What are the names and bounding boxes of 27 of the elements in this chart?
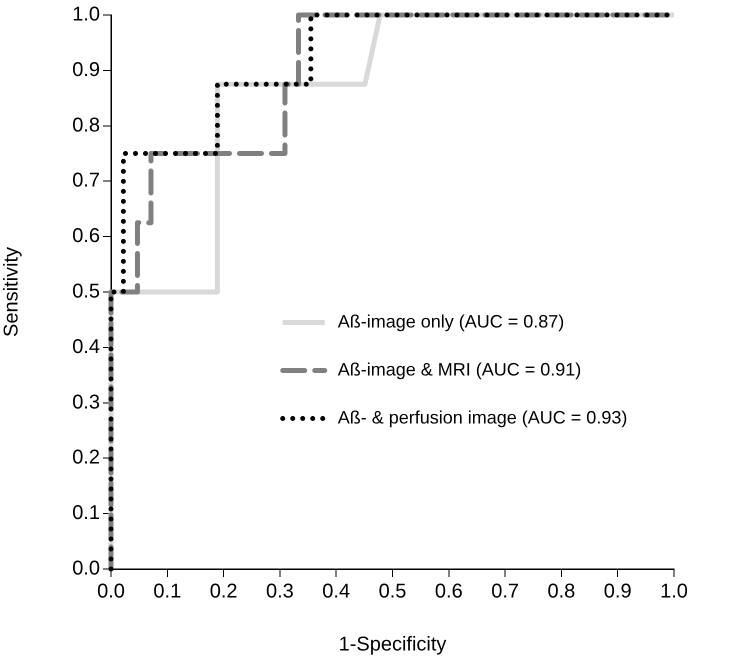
x-tick-label: 1.0 <box>660 580 688 603</box>
x-tick-label: 0.7 <box>491 580 520 603</box>
x-tick-label: 0.8 <box>547 580 576 603</box>
y-tick-label: 0.4 <box>72 336 100 358</box>
y-tick-label: 0.9 <box>72 58 100 81</box>
y-tick-label: 0.8 <box>72 114 100 136</box>
y-tick-label: 0.5 <box>72 280 100 303</box>
x-tick-label: 0.1 <box>153 580 182 603</box>
x-tick-label: 0.6 <box>434 580 463 603</box>
y-tick-label: 0.1 <box>72 502 100 524</box>
y-axis-title: Sensitivity <box>0 246 23 338</box>
y-tick-label: 0.6 <box>72 225 100 248</box>
x-tick-label: 0.3 <box>266 580 294 603</box>
legend-label: Aß- & perfusion image (AUC = 0.93) <box>338 407 628 428</box>
x-axis-title: 1-Specificity <box>338 634 446 656</box>
x-tick-label: 0.5 <box>378 580 406 603</box>
x-tick-label: 0.2 <box>210 580 238 603</box>
x-tick-label: 0.0 <box>97 580 125 603</box>
y-tick-label: 0.7 <box>72 170 100 192</box>
legend-label: Aß-image only (AUC = 0.87) <box>338 311 564 332</box>
y-tick-label: 0.0 <box>72 558 100 580</box>
legend-label: Aß-image & MRI (AUC = 0.91) <box>338 359 582 380</box>
y-tick-label: 1.0 <box>72 4 100 26</box>
y-tick-label: 0.3 <box>72 391 100 414</box>
x-tick-label: 0.4 <box>322 580 350 603</box>
x-tick-label: 0.9 <box>604 580 632 603</box>
y-tick-label: 0.2 <box>72 446 100 469</box>
